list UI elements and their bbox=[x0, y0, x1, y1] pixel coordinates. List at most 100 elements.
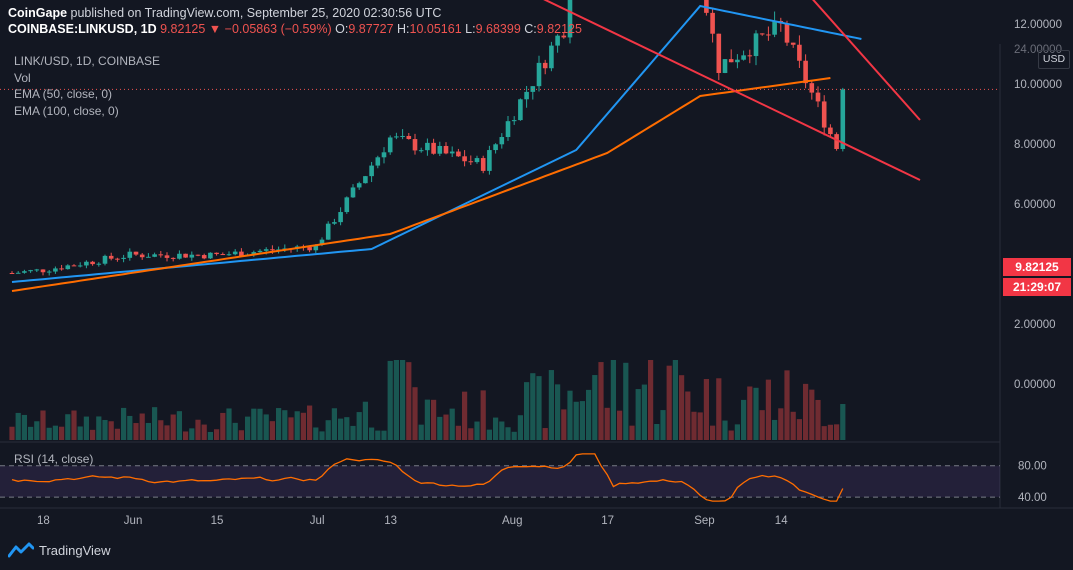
volume-bar bbox=[592, 375, 598, 440]
volume-bar bbox=[9, 426, 15, 440]
volume-bar bbox=[201, 424, 207, 440]
volume-bar bbox=[486, 429, 492, 440]
volume-bar bbox=[759, 410, 765, 440]
volume-bar bbox=[387, 360, 393, 440]
tradingview-icon bbox=[8, 542, 34, 558]
open-label: O: bbox=[335, 22, 349, 36]
volume-bar bbox=[65, 414, 71, 440]
candle-body bbox=[561, 35, 567, 38]
candle-body bbox=[462, 156, 467, 162]
candle-body bbox=[772, 20, 777, 35]
volume-bar bbox=[46, 427, 52, 440]
volume-bar bbox=[840, 404, 846, 440]
y-tick-label: 12.00000 bbox=[1014, 19, 1062, 31]
candle-body bbox=[146, 256, 151, 258]
volume-bar bbox=[437, 416, 443, 440]
open-value: 9.87727 bbox=[348, 22, 394, 36]
candle-body bbox=[53, 268, 58, 272]
candle-body bbox=[152, 254, 157, 257]
volume-bar bbox=[393, 360, 399, 440]
candle-body bbox=[34, 269, 40, 271]
volume-bar bbox=[226, 408, 232, 440]
volume-bar bbox=[338, 418, 344, 440]
candle-body bbox=[412, 139, 418, 151]
volume-bar bbox=[77, 426, 83, 440]
publisher-name[interactable]: CoinGape bbox=[8, 6, 68, 20]
candle-body bbox=[46, 271, 52, 273]
candle-body bbox=[139, 254, 145, 258]
legend-vol[interactable]: Vol bbox=[14, 70, 31, 85]
candle-body bbox=[400, 135, 405, 137]
volume-bar bbox=[325, 420, 331, 440]
volume-bar bbox=[790, 411, 796, 440]
candle-body bbox=[443, 145, 449, 154]
candle-body bbox=[102, 255, 108, 264]
candle-body bbox=[381, 152, 387, 158]
volume-bar bbox=[455, 425, 461, 440]
candle-body bbox=[549, 45, 554, 69]
currency-button[interactable]: USD bbox=[1038, 50, 1070, 69]
candle-body bbox=[542, 62, 548, 69]
volume-bar bbox=[127, 415, 133, 440]
volume-bar bbox=[369, 427, 375, 440]
volume-bar bbox=[183, 431, 189, 440]
volume-bar bbox=[108, 421, 114, 440]
candle-body bbox=[195, 254, 201, 256]
volume-bar bbox=[530, 373, 536, 440]
volume-bar bbox=[505, 427, 511, 440]
volume-bar bbox=[15, 412, 21, 440]
candle-body bbox=[406, 135, 412, 140]
candle-body bbox=[121, 257, 126, 259]
rsi-tick-label: 80.00 bbox=[1018, 461, 1047, 473]
candle-body bbox=[759, 33, 765, 35]
candle-body bbox=[753, 33, 759, 57]
tradingview-logo[interactable]: TradingView bbox=[8, 542, 111, 558]
volume-bar bbox=[710, 425, 716, 440]
candle-body bbox=[747, 55, 753, 57]
legend-ema100[interactable]: EMA (100, close, 0) bbox=[14, 103, 119, 118]
legend-ema50[interactable]: EMA (50, close, 0) bbox=[14, 87, 113, 101]
candle-body bbox=[239, 251, 244, 257]
volume-bar bbox=[406, 362, 412, 440]
volume-bar bbox=[753, 387, 759, 440]
volume-bar bbox=[59, 426, 65, 440]
close-value: 9.82125 bbox=[536, 22, 582, 36]
candle-body bbox=[518, 99, 523, 121]
volume-bar bbox=[617, 410, 623, 440]
volume-bar bbox=[536, 376, 542, 440]
candle-body bbox=[449, 151, 455, 154]
legend-title[interactable]: LINK/USD, 1D, COINBASE bbox=[14, 54, 161, 68]
volume-bar bbox=[499, 421, 505, 440]
volume-bar bbox=[300, 412, 306, 440]
close-label: C: bbox=[524, 22, 537, 36]
x-tick-label: Sep bbox=[694, 515, 714, 527]
volume-bar bbox=[121, 407, 127, 440]
volume-bar bbox=[734, 424, 740, 440]
candle-body bbox=[71, 265, 77, 267]
y-tick-label: 6.00000 bbox=[1014, 199, 1056, 211]
candle-body bbox=[338, 212, 343, 223]
volume-bar bbox=[282, 410, 288, 440]
y-tick-label: 10.00000 bbox=[1014, 79, 1062, 91]
candle-body bbox=[133, 251, 139, 255]
candle-body bbox=[226, 254, 232, 256]
volume-bar bbox=[114, 428, 120, 440]
volume-bar bbox=[400, 360, 406, 440]
candle-body bbox=[431, 142, 436, 154]
volume-bar bbox=[796, 419, 802, 440]
candle-body bbox=[15, 272, 21, 274]
volume-bar bbox=[96, 416, 102, 440]
ohlc-line: COINBASE:LINKUSD, 1D 9.82125 ▼ −0.05863 … bbox=[8, 22, 582, 36]
volume-bar bbox=[703, 379, 709, 440]
volume-bar bbox=[573, 401, 579, 440]
volume-bar bbox=[220, 412, 226, 440]
candle-body bbox=[65, 265, 71, 270]
x-tick-label: 14 bbox=[775, 515, 788, 527]
volume-bar bbox=[834, 424, 840, 440]
volume-bar bbox=[747, 386, 753, 440]
candle-body bbox=[505, 121, 511, 138]
volume-bar bbox=[189, 428, 195, 440]
trendline-lower bbox=[543, 0, 921, 181]
symbol-label[interactable]: COINBASE:LINKUSD, 1D bbox=[8, 22, 157, 36]
